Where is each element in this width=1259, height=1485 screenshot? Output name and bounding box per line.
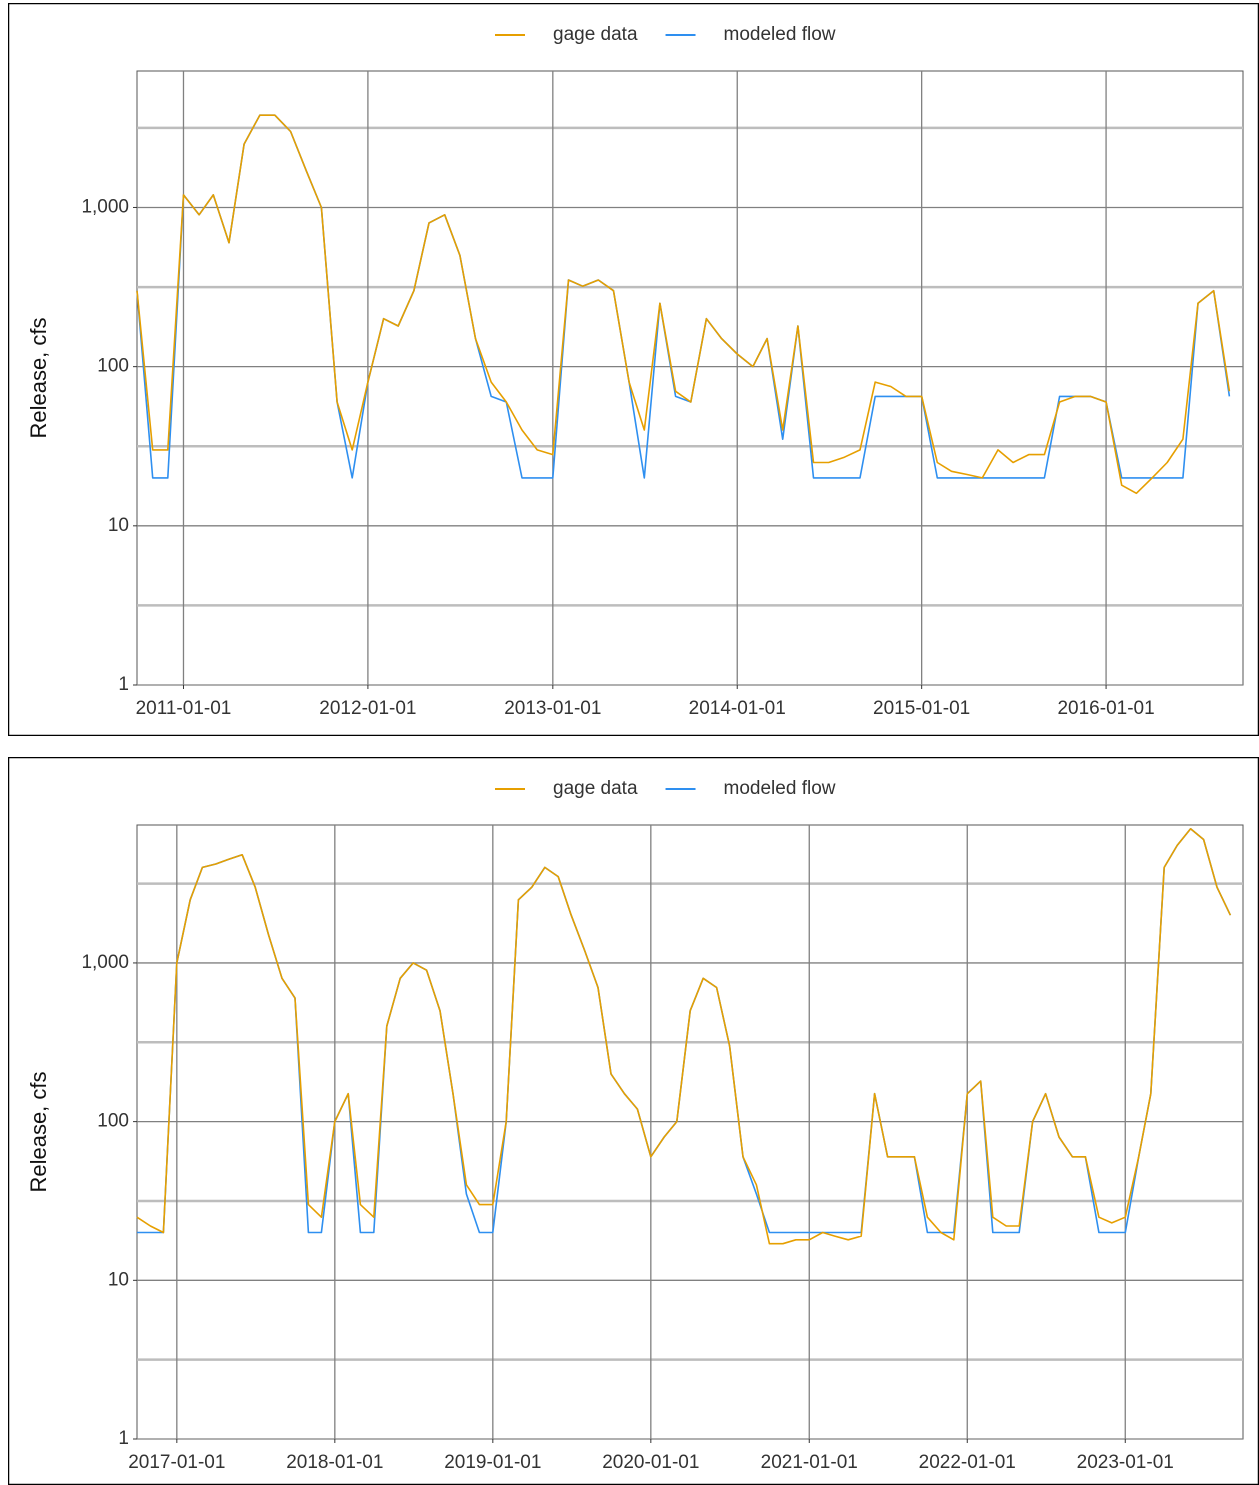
x-tick-label: 2022-01-01 (919, 1452, 1016, 1473)
y-tick-label: 10 (108, 515, 129, 536)
x-tick-label: 2013-01-01 (504, 698, 601, 719)
y-tick-label: 10 (108, 1269, 129, 1290)
series-line (136, 828, 1232, 1245)
y-tick-label: 1 (118, 1428, 129, 1449)
x-tick-label: 2015-01-01 (873, 698, 970, 719)
x-tick-label: 2014-01-01 (689, 698, 786, 719)
x-tick-label: 2023-01-01 (1077, 1452, 1174, 1473)
y-tick-label: 1,000 (81, 952, 129, 973)
x-tick-label: 2021-01-01 (761, 1452, 858, 1473)
series-line (136, 114, 1231, 495)
x-tick-label: 2017-01-01 (128, 1452, 225, 1473)
chart-panel: 1 10 100 1,000 2017-01-01 2018-01-01 2019-01-0… (8, 757, 1259, 1485)
plot-background (136, 70, 1244, 686)
legend-label: modeled flow (724, 24, 836, 45)
x-tick-label: 2011-01-01 (136, 698, 232, 719)
x-tick-label: 2020-01-01 (602, 1452, 699, 1473)
x-tick-label: 2018-01-01 (286, 1452, 383, 1473)
y-tick-label: 100 (97, 1111, 129, 1132)
legend-label: modeled flow (724, 778, 836, 799)
y-axis-label: Release, cfs (26, 1071, 51, 1192)
chart-panel: 1 10 100 1,000 2011-01-01 2012-01-01 2013-01-0… (8, 3, 1259, 736)
y-tick-label: 1,000 (81, 196, 129, 217)
x-tick-label: 2019-01-01 (444, 1452, 541, 1473)
x-tick-label: 2012-01-01 (319, 698, 416, 719)
legend-label: gage data (553, 24, 638, 45)
legend-label: gage data (553, 778, 638, 799)
y-tick-label: 100 (97, 356, 129, 377)
plot-background (136, 824, 1244, 1440)
x-tick-label: 2016-01-01 (1057, 698, 1154, 719)
y-tick-label: 1 (118, 674, 129, 695)
y-axis-label: Release, cfs (26, 317, 51, 438)
